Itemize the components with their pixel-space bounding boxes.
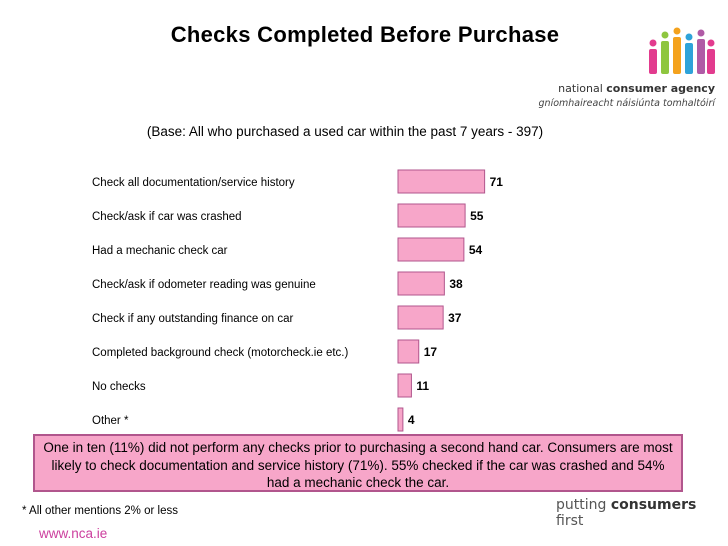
value-label: 38 — [449, 277, 463, 291]
logo-text-irish: gníomhaireacht náisiúnta tomhaltóirí — [538, 98, 715, 109]
bar — [397, 237, 465, 262]
summary-text: One in ten (11%) did not perform any che… — [43, 440, 673, 490]
bar — [397, 407, 404, 432]
category-label: Had a mechanic check car — [92, 245, 228, 257]
category-label: Check all documentation/service history — [92, 177, 295, 189]
value-label: 4 — [408, 413, 415, 427]
figure-head — [673, 27, 681, 35]
category-label: Completed background check (motorcheck.i… — [92, 347, 348, 359]
bar — [397, 169, 486, 194]
figure-body — [697, 39, 705, 74]
figure-head — [685, 33, 693, 41]
bar — [397, 271, 445, 296]
page-title: Checks Completed Before Purchase — [170, 22, 560, 47]
figure-head — [707, 39, 715, 47]
figure-body — [661, 41, 669, 74]
people-icon — [649, 27, 715, 74]
base-note: (Base: All who purchased a used car with… — [146, 124, 544, 139]
bar — [397, 305, 444, 330]
figure-head — [649, 39, 657, 47]
value-label: 71 — [490, 175, 504, 189]
summary-box: One in ten (11%) did not perform any che… — [33, 434, 683, 492]
bar — [397, 339, 420, 364]
value-label: 37 — [448, 311, 462, 325]
category-label: No checks — [92, 381, 146, 393]
category-label: Check/ask if odometer reading was genuin… — [92, 279, 316, 291]
figure-head — [697, 29, 705, 37]
value-label: 55 — [470, 209, 484, 223]
figure-body — [707, 49, 715, 74]
figure-body — [673, 37, 681, 74]
figure-head — [661, 31, 669, 39]
tagline: putting consumers first — [556, 497, 697, 529]
logo-text-english: national consumer agency — [558, 82, 715, 95]
value-label: 17 — [424, 345, 438, 359]
nca-logo: national consumer agency gníomhaireacht … — [539, 26, 721, 112]
value-label: 54 — [469, 243, 483, 257]
category-label: Check if any outstanding finance on car — [92, 313, 294, 325]
bar — [397, 373, 412, 398]
category-label: Check/ask if car was crashed — [92, 211, 242, 223]
figure-body — [685, 43, 693, 74]
figure-body — [649, 49, 657, 74]
footnote: * All other mentions 2% or less — [22, 505, 178, 517]
value-label: 11 — [416, 379, 429, 393]
category-label: Other * — [92, 415, 129, 427]
bar — [397, 203, 466, 228]
website-link[interactable]: www.nca.ie — [39, 526, 108, 541]
